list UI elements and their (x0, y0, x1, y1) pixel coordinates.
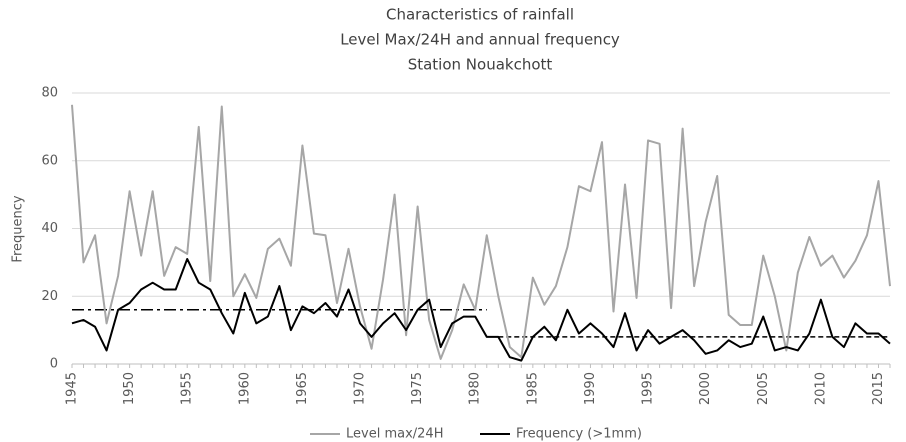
series-line (71, 104, 891, 360)
chart-title: Level Max/24H and annual frequency (340, 31, 620, 49)
x-tick-label: 2000 (698, 372, 713, 405)
x-tick-label: 1990 (583, 372, 598, 405)
x-tick-label: 1975 (410, 372, 425, 405)
x-tick-label: 1950 (122, 372, 137, 405)
y-tick-label: 80 (41, 86, 58, 101)
x-tick-label: 1980 (468, 372, 483, 405)
x-tick-label: 2010 (813, 372, 828, 405)
x-tick-label: 1995 (641, 372, 656, 405)
x-tick-label: 1960 (237, 372, 252, 405)
x-tick-label: 1985 (525, 372, 540, 405)
legend-label: Frequency (>1mm) (516, 427, 642, 442)
series-line (71, 257, 891, 362)
x-tick-label: 2015 (871, 372, 886, 405)
y-tick-label: 40 (41, 221, 58, 236)
y-tick-label: 60 (41, 153, 58, 168)
legend-label: Level max/24H (346, 427, 443, 442)
x-tick-label: 2005 (756, 372, 771, 405)
x-tick-label: 1955 (180, 372, 195, 405)
y-axis-label: Frequency (11, 195, 26, 262)
chart-title: Characteristics of rainfall (386, 6, 574, 24)
x-tick-label: 1945 (65, 372, 80, 405)
chart-title: Station Nouakchott (408, 56, 553, 74)
y-tick-label: 20 (41, 289, 58, 304)
y-tick-label: 0 (50, 357, 58, 372)
x-tick-label: 1970 (353, 372, 368, 405)
x-tick-label: 1965 (295, 372, 310, 405)
